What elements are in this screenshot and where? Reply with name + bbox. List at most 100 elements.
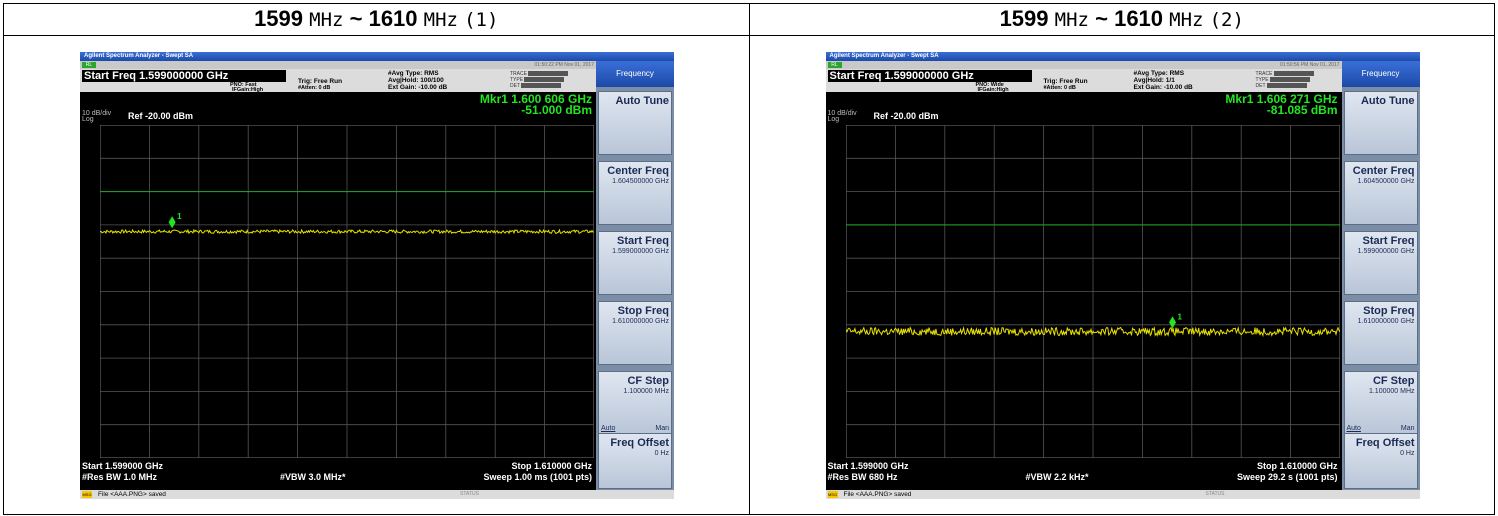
softkey-value: 1.100000 MHz [623,388,669,395]
softkey-menu-title: Frequency [1341,61,1420,87]
scale-label: 10 dB/div Log [82,110,111,123]
settings-bar: Start Freq 1.599000000 GHz PNO: Wide IFG… [825,69,1342,93]
marker-number: 1 [1177,312,1182,321]
header-cell-2: 1599 MHz ~ 1610 MHz (2) [748,3,1495,36]
trace-label: TRACE [1255,71,1273,77]
cf-step-auto[interactable]: Auto [1346,425,1361,432]
db-per-div: 10 dB/div [827,110,857,117]
softkey-title: Start Freq [1362,235,1415,247]
cf-step-man[interactable]: Man [655,425,669,432]
res-bw: #Res BW 1.0 MHz [82,472,158,482]
status-label: STATUS [1205,491,1225,497]
timestamp: 01:50:22 PM Nov 01, 2017 [534,62,595,68]
type-label: TYPE [510,77,524,83]
start-frequency: Start 1.599000 GHz [82,461,164,471]
softkey-auto-tune[interactable]: Auto Tune [598,91,672,155]
status-label: STATUS [460,491,479,497]
ext-gain: Ext Gain: -10.00 dB [1133,84,1193,91]
softkey-value: 0 Hz [1400,450,1415,457]
start-frequency: Start 1.599000 GHz [827,461,909,471]
pno-setting: PNO: Fast [230,82,257,88]
softkey-title: CF Step [1372,375,1415,387]
type-indicator [524,77,565,83]
status-row: RL 01:50:22 PM Nov 01, 2017 [80,61,596,69]
softkey-value: 1.599000000 GHz [612,248,669,255]
det-label: DET [1255,83,1266,89]
spectrum-analyzer-screenshot: Agilent Spectrum Analyzer - Swept SA RL … [80,52,674,499]
spectrum-display: Mkr1 1.600 606 GHz -51.000 dBm 10 dB/div… [80,92,596,490]
ext-gain: Ext Gain: -10.00 dB [388,84,448,91]
message-text: File <AAA.PNG> saved [843,491,912,498]
msg-icon: MSG [82,491,92,498]
softkey-center-freq[interactable]: Center Freq 1.604500000 GHz [1343,161,1418,225]
det-indicator [1266,83,1307,89]
header-num: 1610 [368,6,418,31]
softkey-freq-offset[interactable]: Freq Offset 0 Hz [598,433,672,489]
avg-type: #Avg Type: RMS [388,70,439,77]
softkey-title: Stop Freq [617,305,669,317]
marker-readout: Mkr1 1.600 606 GHz -51.000 dBm [479,92,592,117]
header-sep: ~ [349,6,363,31]
softkey-stop-freq[interactable]: Stop Freq 1.610000000 GHz [598,301,672,365]
comparison-table: 1599 MHz ~ 1610 MHz (1) 1599 MHz ~ 1610 … [3,3,1495,515]
atten-setting: #Atten: 0 dB [1043,85,1076,91]
softkey-panel: Frequency Auto Tune Center Freq 1.60450000… [1341,61,1420,490]
marker-amplitude: -51.000 dBm [521,103,592,117]
trace-indicator [528,71,569,77]
log-label: Log [827,116,840,123]
cf-step-man[interactable]: Man [1400,425,1415,432]
softkey-center-freq[interactable]: Center Freq 1.604500000 GHz [598,161,672,225]
marker-readout: Mkr1 1.606 271 GHz -81.085 dBm [1225,93,1337,116]
trace-line [845,325,1340,338]
softkey-stop-freq[interactable]: Stop Freq 1.610000000 GHz [1343,301,1418,365]
msg-icon: MSG [827,491,838,498]
softkey-value: 1.610000000 GHz [612,318,669,325]
atten-setting: #Atten: 0 dB [298,85,331,91]
softkey-title: Auto Tune [615,95,669,107]
softkey-menu-title: Frequency [596,61,674,87]
screenshot-cell-1: Agilent Spectrum Analyzer - Swept SA RL … [3,35,750,515]
rl-badge: RL [827,62,842,68]
message-bar: MSG File <AAA.PNG> saved STATUS [825,490,1420,499]
softkey-start-freq[interactable]: Start Freq 1.599000000 GHz [1343,231,1418,295]
sweep-time: Sweep 1.00 ms (1001 pts) [483,472,592,482]
screenshot-cell-2: Agilent Spectrum Analyzer - Swept SA RL … [748,35,1495,515]
pno-setting: PNO: Wide [975,82,1004,88]
softkey-auto-tune[interactable]: Auto Tune [1343,91,1418,155]
header-num: 1610 [1114,6,1164,31]
header-unit: MHz [309,9,344,31]
softkey-cf-step[interactable]: CF Step 1.100000 MHz Auto Man [598,371,672,435]
header-unit: MHz [1054,9,1089,31]
ifgain-setting: IFGain:High [977,87,1009,93]
settings-bar: Start Freq 1.599000000 GHz PNO: Fast IFG… [80,69,596,93]
log-label: Log [82,116,94,123]
softkey-cf-step[interactable]: CF Step 1.100000 MHz Auto Man [1343,371,1418,435]
ifgain-setting: IFGain:High [232,87,264,93]
message-bar: MSG File <AAA.PNG> saved STATUS [80,490,674,499]
softkey-value: 1.604500000 GHz [612,178,669,185]
softkey-title: Stop Freq [1363,305,1415,317]
det-label: DET [510,83,520,89]
avg-hold: Avg|Hold: 1/1 [1133,77,1175,84]
softkey-title: Freq Offset [1355,437,1415,449]
avg-hold: Avg|Hold: 100/100 [388,77,444,84]
cf-step-auto[interactable]: Auto [601,425,616,432]
reference-level: Ref -20.00 dBm [873,111,939,121]
trig-setting: Trig: Free Run [298,78,343,85]
marker-diamond [1168,316,1176,329]
softkey-title: Auto Tune [1360,95,1415,107]
softkey-value: 1.599000000 GHz [1357,248,1415,255]
type-indicator [1269,77,1310,83]
rl-badge: RL [82,62,96,68]
type-label: TYPE [1255,77,1269,83]
trace-status: TRACE TYPE DET [1256,71,1314,89]
status-row: RL 01:50:56 PM Nov 01, 2017 [825,61,1342,69]
app-title: Agilent Spectrum Analyzer - Swept SA [80,52,674,61]
marker-frequency: Mkr1 1.600 606 GHz [479,92,592,106]
spectrum-analyzer-screenshot: Agilent Spectrum Analyzer - Swept SA RL … [825,52,1420,499]
header-sep: ~ [1095,6,1108,31]
softkey-start-freq[interactable]: Start Freq 1.599000000 GHz [598,231,672,295]
trig-setting: Trig: Free Run [1043,78,1088,85]
header-unit: MHz [1169,9,1204,31]
softkey-freq-offset[interactable]: Freq Offset 0 Hz [1343,433,1418,489]
